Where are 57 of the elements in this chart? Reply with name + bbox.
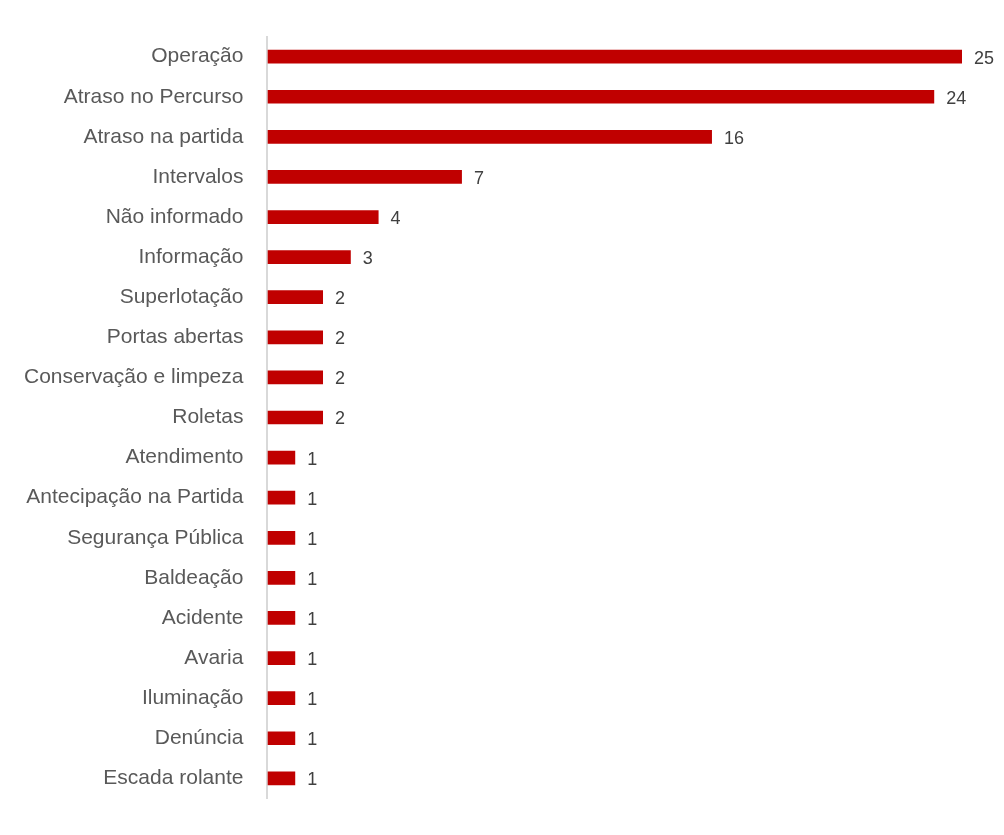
bar <box>267 530 296 545</box>
data-label: 7 <box>473 167 484 188</box>
bar <box>267 731 296 746</box>
data-label: 2 <box>335 288 346 309</box>
data-label: 1 <box>307 448 318 469</box>
data-label: 1 <box>307 488 318 509</box>
bar <box>267 49 962 64</box>
y-tick-label: Atraso na partida <box>83 123 244 147</box>
bar <box>267 129 712 144</box>
bar <box>267 250 351 264</box>
y-tick-label: Superlotação <box>119 284 244 308</box>
y-tick-label: Portas abertas <box>106 324 244 348</box>
data-label: 1 <box>307 729 318 750</box>
bar <box>267 330 324 345</box>
bar <box>267 490 296 505</box>
data-label: 2 <box>335 328 346 349</box>
bar <box>267 89 935 104</box>
bar <box>267 571 296 585</box>
y-tick-label: Intervalos <box>152 163 244 187</box>
y-tick-label: Acidente <box>161 604 244 628</box>
y-tick-label: Antecipação na Partida <box>26 484 244 508</box>
data-label: 16 <box>723 127 744 148</box>
bar <box>267 170 462 184</box>
y-tick-label: Roletas <box>172 404 244 428</box>
bar <box>267 450 296 465</box>
y-tick-label: Conservação e limpeza <box>23 364 244 388</box>
y-tick-label: Baldeação <box>144 564 244 588</box>
data-label: 2 <box>335 408 346 429</box>
y-tick-label: Informação <box>138 243 244 267</box>
data-label: 1 <box>307 769 318 790</box>
bar <box>267 611 296 625</box>
bar <box>267 410 324 425</box>
y-tick-label: Atraso no Percurso <box>63 83 244 107</box>
data-label: 25 <box>974 47 995 68</box>
bar <box>267 210 379 224</box>
data-label: 1 <box>307 689 318 710</box>
bar <box>267 290 324 305</box>
data-label: 1 <box>307 568 318 589</box>
y-tick-label: Segurança Pública <box>67 524 244 548</box>
data-label: 1 <box>307 649 318 670</box>
data-label: 2 <box>335 368 346 389</box>
y-tick-label: Avaria <box>184 644 244 668</box>
y-tick-label: Escada rolante <box>103 765 244 789</box>
bar <box>267 370 324 385</box>
y-tick-label: Não informado <box>105 203 244 227</box>
data-label: 1 <box>307 528 318 549</box>
bar <box>267 691 296 706</box>
y-tick-label: Iluminação <box>141 684 244 708</box>
data-label: 4 <box>390 208 401 228</box>
bar <box>267 771 296 786</box>
y-tick-label: Denúncia <box>154 725 244 749</box>
y-tick-label: Atendimento <box>125 444 244 468</box>
data-label: 24 <box>946 87 967 108</box>
y-tick-label: Operação <box>151 43 244 67</box>
data-label: 3 <box>362 248 373 269</box>
data-label: 1 <box>307 608 318 629</box>
bar <box>267 651 296 665</box>
